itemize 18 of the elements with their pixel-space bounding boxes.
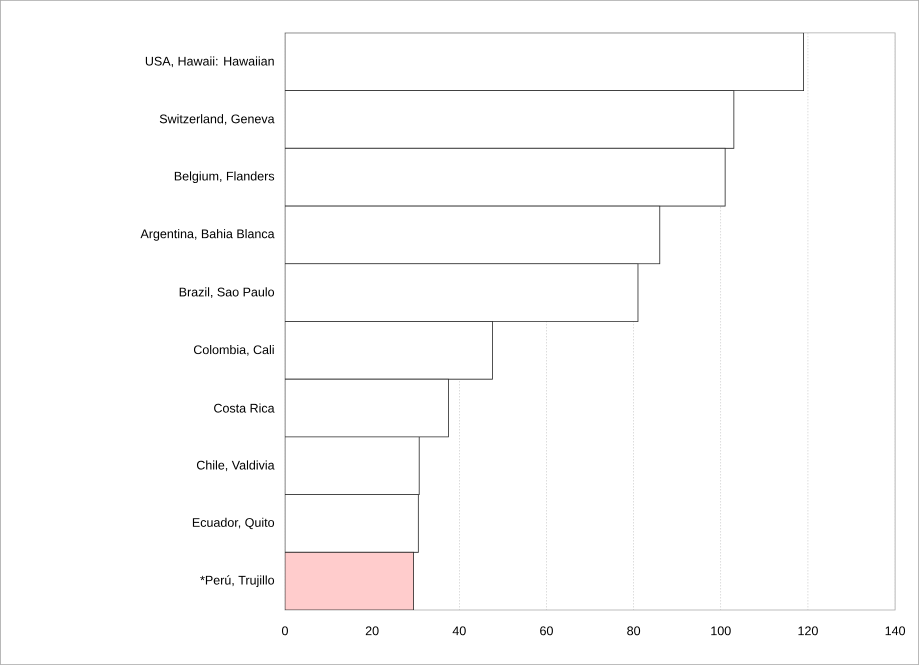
x-tick-label: 120 <box>798 626 818 636</box>
y-tick-label: Costa Rica <box>214 403 275 413</box>
y-tick-label: Ecuador, Quito <box>192 518 274 530</box>
y-tick-label: Argentina, Bahia Blanca <box>140 229 275 241</box>
y-tick-label: *Perú, Trujillo <box>200 575 274 588</box>
x-tick-label: 60 <box>540 626 553 636</box>
x-tick-label: 100 <box>711 626 731 636</box>
x-tick-label: 80 <box>627 626 640 636</box>
x-tick-label: 0 <box>282 626 288 636</box>
y-tick-label: Chile, Valdivia <box>196 460 275 472</box>
y-tick-label: Belgium, Flanders <box>174 171 274 184</box>
x-tick-label: 40 <box>452 626 466 636</box>
y-tick-label: Brazil, Sao Paulo <box>180 287 274 298</box>
x-tick-label: 140 <box>886 626 906 636</box>
y-tick-label: Colombia, Cali <box>194 345 274 356</box>
y-tick-label: USA, Hawaii: Hawaiian <box>146 56 274 68</box>
y-tick-label: Switzerland, Geneva <box>160 114 275 125</box>
x-tick-label: 20 <box>366 626 379 636</box>
